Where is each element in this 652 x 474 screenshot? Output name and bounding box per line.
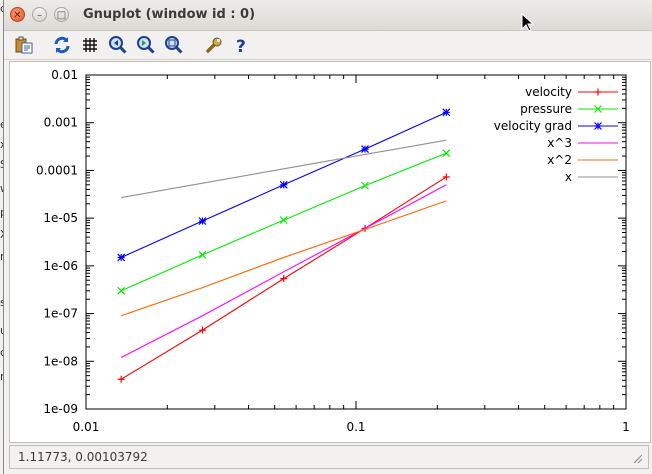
title-bar[interactable]: ✕ – □ Gnuplot (window id : 0): [4, 0, 652, 31]
legend-marker-pressure: [594, 105, 602, 113]
log-log-chart: 0.01 0.1 1 0.01 0.001 0.0001 1e-05 1e-06 1e-07 1e…: [36, 68, 630, 434]
y-tick-label: 1e-09: [43, 402, 78, 416]
clipboard-icon: [15, 36, 33, 54]
series-velocity: [117, 173, 450, 383]
data-point-velocity-grad: [442, 108, 451, 117]
legend-label-x-3: x^3: [547, 136, 572, 150]
legend-label-x-2: x^2: [547, 153, 572, 167]
help-icon: ?: [236, 37, 246, 55]
close-window-button[interactable]: ✕: [10, 7, 25, 22]
help-button[interactable]: ?: [232, 35, 252, 55]
y-tick-label: 1e-06: [43, 259, 78, 273]
x-tick-label: 1: [622, 420, 630, 434]
zoom-next-icon: [137, 36, 155, 54]
plot-canvas[interactable]: 0.01 0.1 1 0.01 0.001 0.0001 1e-05 1e-06 1e-07 1e…: [9, 61, 651, 443]
series-velocity-grad: [117, 108, 451, 262]
maximize-icon: □: [56, 10, 67, 21]
legend-label-velocity: velocity: [525, 85, 572, 99]
series-line-x-2: [121, 200, 447, 317]
x-tick-label: 0.01: [73, 420, 100, 434]
data-point-velocity-grad: [361, 145, 369, 154]
svg-text:?: ?: [236, 37, 246, 55]
mouse-pointer-icon: [521, 13, 535, 32]
series-pressure: [117, 149, 451, 295]
data-point-pressure: [117, 286, 126, 295]
resize-grip-icon[interactable]: [632, 453, 642, 463]
maximize-window-button[interactable]: □: [54, 7, 69, 22]
y-tick-label: 0.0001: [36, 163, 78, 177]
refresh-icon: [54, 36, 70, 54]
status-bar: 1.11773, 0.00103792: [9, 445, 649, 469]
copy-to-clipboard-button[interactable]: [14, 35, 34, 55]
data-point-pressure: [442, 149, 451, 158]
data-point-pressure: [361, 181, 369, 190]
data-point-velocity-grad: [117, 253, 126, 262]
gnuplot-window: ✕ – □ Gnuplot (window id : 0): [3, 0, 652, 474]
y-tick-label: 1e-05: [43, 211, 78, 225]
minimize-icon: –: [37, 10, 42, 21]
series-line-x-3: [120, 184, 447, 358]
next-zoom-button[interactable]: [136, 35, 156, 55]
legend-label-pressure: pressure: [520, 102, 572, 116]
minimize-window-button[interactable]: –: [32, 7, 47, 22]
close-icon: ✕: [13, 10, 22, 21]
series-line-x: [121, 139, 447, 199]
autoscale-button[interactable]: [164, 35, 184, 55]
legend-label-x: x: [565, 170, 572, 184]
legend-label-velocity-grad: velocity grad: [494, 119, 572, 133]
mouse-coordinates-readout: 1.11773, 0.00103792: [18, 450, 148, 464]
series-x-3: [120, 184, 447, 358]
data-point-pressure: [198, 250, 207, 259]
replot-button[interactable]: [52, 35, 72, 55]
data-point-velocity-grad: [279, 180, 288, 189]
y-tick-label: 0.01: [51, 68, 78, 82]
y-tick-label: 1e-08: [43, 354, 78, 368]
wrench-icon: [206, 37, 222, 53]
series-line-pressure: [120, 152, 447, 292]
window-title: Gnuplot (window id : 0): [83, 7, 256, 22]
series-x: [121, 139, 447, 199]
data-point-pressure: [279, 216, 288, 225]
y-tick-label: 0.001: [44, 116, 78, 130]
zoom-autoscale-icon: [165, 36, 183, 54]
x-tick-label: 0.1: [346, 420, 365, 434]
grid-icon: [83, 38, 97, 52]
toolbar: ?: [4, 31, 652, 60]
zoom-previous-icon: [109, 36, 127, 54]
data-point-velocity-grad: [198, 217, 207, 225]
previous-zoom-button[interactable]: [108, 35, 128, 55]
options-button[interactable]: [204, 35, 224, 55]
legend-marker-velocity-grad: [594, 122, 602, 130]
y-tick-label: 1e-07: [43, 307, 78, 321]
toggle-grid-button[interactable]: [80, 35, 100, 55]
series-x-2: [121, 200, 447, 317]
